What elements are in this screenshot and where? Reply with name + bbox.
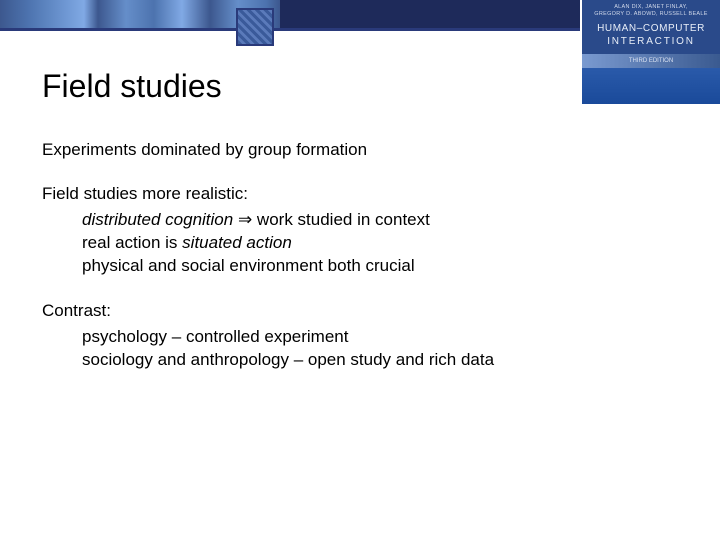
bullet1-italic: distributed cognition <box>82 210 233 229</box>
bullet-2: real action is situated action <box>82 232 682 255</box>
book-title-line1: HUMAN–COMPUTER <box>582 22 720 35</box>
bullet-3: physical and social environment both cru… <box>82 255 682 278</box>
contrast-2: sociology and anthropology – open study … <box>82 349 682 372</box>
bullet2-prefix: real action is <box>82 233 182 252</box>
header-underline <box>0 28 580 46</box>
bullet-1: distributed cognition ⇒ work studied in … <box>82 209 682 232</box>
book-edition: THIRD EDITION <box>582 54 720 68</box>
bullet1-suffix: work studied in context <box>257 210 430 229</box>
body-line-2: Field studies more realistic: <box>42 183 682 205</box>
slide-content: Field studies Experiments dominated by g… <box>42 68 682 372</box>
contrast-1: psychology – controlled experiment <box>82 326 682 349</box>
slide-header: ALAN DIX, JANET FINLAY, GREGORY D. ABOWD… <box>0 0 720 48</box>
book-authors-line2: GREGORY D. ABOWD, RUSSELL BEALE <box>582 11 720 18</box>
bullet1-arrow: ⇒ <box>233 210 257 229</box>
header-square-icon <box>236 8 274 46</box>
header-navy-bar <box>280 0 580 28</box>
body-line-3: Contrast: <box>42 300 682 322</box>
bullet2-italic: situated action <box>182 233 292 252</box>
book-authors-line1: ALAN DIX, JANET FINLAY, <box>582 4 720 11</box>
body-line-1: Experiments dominated by group formation <box>42 139 682 161</box>
book-title-line2: INTERACTION <box>582 35 720 48</box>
slide-title: Field studies <box>42 68 682 105</box>
